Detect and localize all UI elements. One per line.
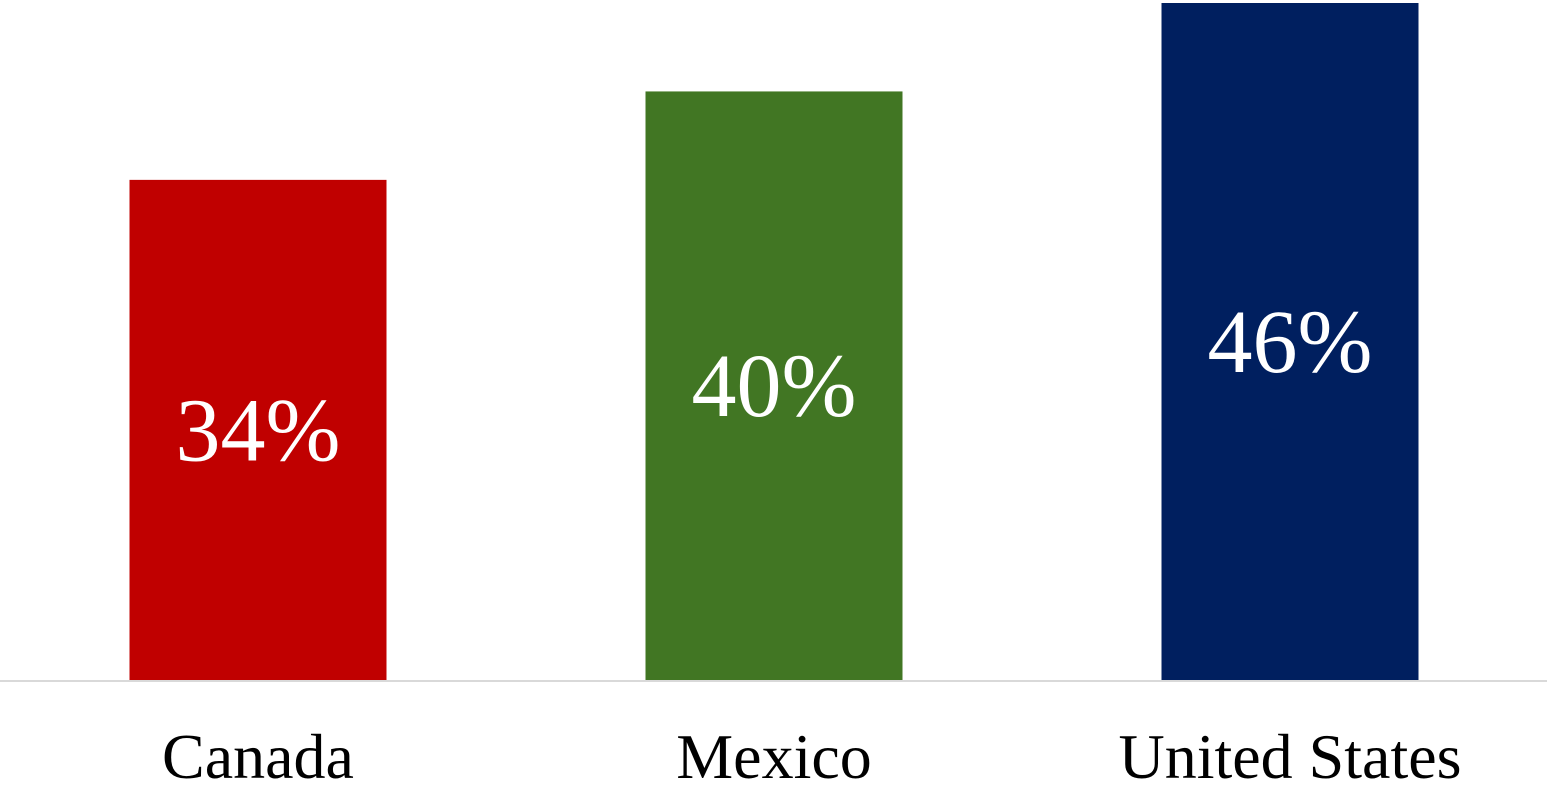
x-tick-labels-group: Canada Mexico United States [162,721,1461,785]
bars-group [129,3,1419,681]
data-label-canada: 34% [176,381,341,480]
bar-united-states [1161,3,1419,681]
data-labels-group: 34% 40% 46% [176,293,1373,480]
bar-mexico [645,91,903,681]
bar-canada [129,179,387,681]
x-tick-label-united-states: United States [1118,721,1461,785]
x-tick-label-canada: Canada [162,721,354,785]
data-label-united-states: 46% [1208,293,1373,392]
x-tick-label-mexico: Mexico [676,721,872,785]
data-label-mexico: 40% [692,337,857,436]
